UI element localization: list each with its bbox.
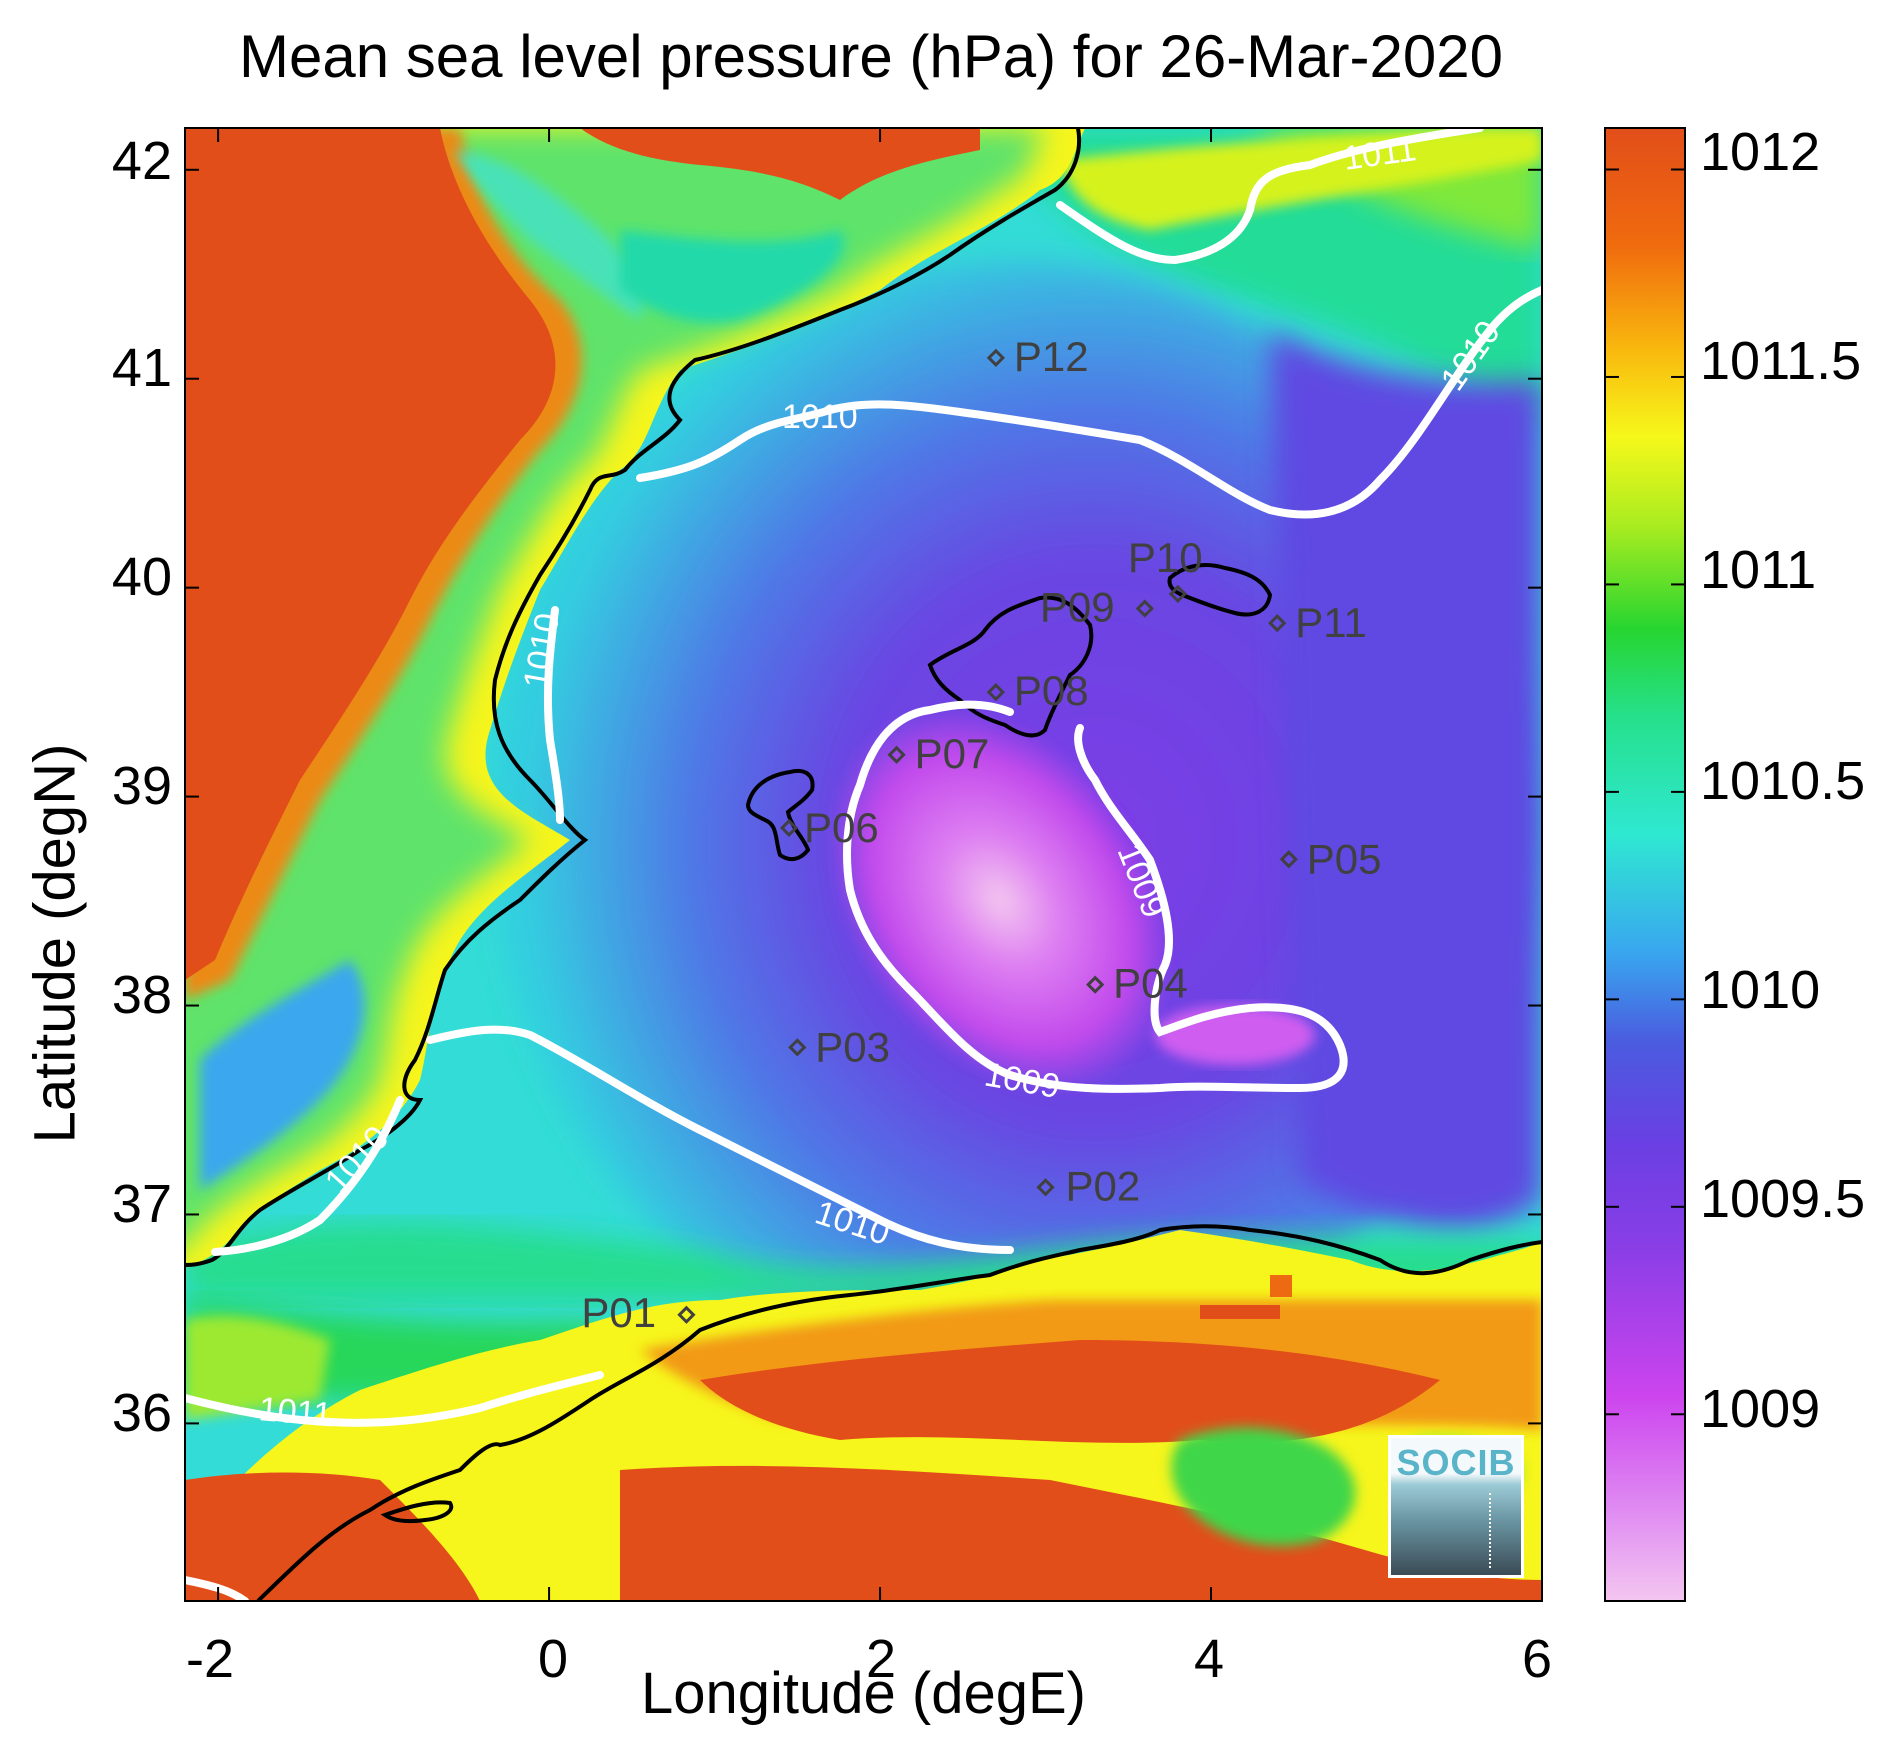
colorbar-tick-label: 1012: [1700, 122, 1821, 182]
africa-coastline: [256, 1224, 1542, 1601]
alboran-islet: [380, 1500, 454, 1524]
y-tick-label: 40: [111, 547, 172, 607]
socib-logo-text: SOCIB: [1396, 1442, 1516, 1483]
station-label-p11: P11: [1295, 599, 1367, 646]
station-label-p01: P01: [581, 1289, 656, 1336]
colorbar-tick-label: 1011: [1700, 540, 1817, 600]
isobar-1010-south: [426, 1025, 1014, 1254]
x-tick-label: -2: [185, 1629, 234, 1689]
station-marker-p01: [677, 1305, 696, 1324]
station-label-p04: P04: [1113, 960, 1188, 1007]
isobar-1009: [843, 700, 1348, 1093]
station-marker-p05: [1279, 850, 1298, 869]
plot-frame: [184, 127, 1543, 1602]
station-marker-p04: [1086, 975, 1105, 994]
y-tick-label: 39: [111, 756, 172, 816]
station-marker-p06: [779, 818, 799, 838]
isobar-label: 1011: [257, 1390, 333, 1434]
y-tick-label: 38: [111, 965, 172, 1025]
station-label-p12: P12: [1014, 333, 1089, 380]
station-marker-p10: [1168, 584, 1188, 604]
stations-layer: P01 P02 P03 P04 P05 P06 P07 P08 P09 P10 P11 P12: [581, 333, 1381, 1336]
isobar-1010-west: [543, 606, 564, 824]
colorbar-ticks: [1605, 168, 1685, 1416]
y-tick-label: 37: [111, 1174, 172, 1234]
isobar-1010-north: [636, 286, 1542, 519]
station-marker-p08: [986, 683, 1006, 702]
isobars: [185, 128, 1542, 1601]
station-label-p02: P02: [1066, 1162, 1141, 1209]
station-label-p06: P06: [804, 804, 879, 851]
colorbar-tick-label: 1009: [1700, 1379, 1821, 1439]
y-tick-label: 36: [111, 1383, 172, 1443]
y-tick-label: 41: [111, 338, 172, 398]
isobar-1011-north: [1056, 128, 1484, 265]
station-marker-p02: [1036, 1178, 1055, 1197]
x-tick-label: 6: [1521, 1629, 1553, 1689]
colorbar-tick-label: 1011.5: [1700, 331, 1862, 391]
isobar-label: 1010: [782, 398, 858, 436]
station-marker-p03: [788, 1038, 807, 1057]
station-label-p09: P09: [1040, 584, 1115, 631]
x-axis-label: Longitude (degE): [641, 1661, 1086, 1726]
mallorca-coastline: [927, 595, 1094, 738]
y-axis-label: Latitude (degN): [22, 743, 88, 1144]
station-label-p08: P08: [1014, 667, 1089, 714]
station-marker-p09: [1135, 599, 1154, 618]
station-label-p03: P03: [815, 1023, 890, 1070]
station-label-p07: P07: [915, 730, 990, 777]
isobar-1010-southwest: [211, 1096, 404, 1256]
axis-ticks: [185, 128, 1543, 1601]
pressure-field: [185, 128, 1542, 1601]
station-marker-p11: [1268, 614, 1287, 633]
colorbar-tick-label: 1010: [1700, 960, 1821, 1020]
chart-title: Mean sea level pressure (hPa) for 26-Mar…: [239, 23, 1503, 90]
colorbar-frame: [1604, 127, 1686, 1602]
isobar-1011-southwest: [185, 1371, 604, 1427]
station-label-p05: P05: [1307, 835, 1382, 882]
x-tick-label: 0: [537, 1629, 569, 1689]
ibiza-coastline: [745, 769, 815, 862]
x-tick-label: 4: [1193, 1629, 1225, 1689]
colorbar: [1605, 128, 1685, 1601]
y-tick-label: 42: [111, 131, 172, 191]
socib-logo: SOCIB: [1388, 1435, 1524, 1578]
menorca-coastline: [1167, 563, 1273, 617]
station-marker-p07: [887, 745, 906, 764]
colorbar-tick-label: 1010.5: [1700, 751, 1866, 811]
station-marker-p12: [986, 348, 1006, 367]
logo-decoration: [1489, 1493, 1493, 1568]
colorbar-tick-label: 1009.5: [1700, 1169, 1866, 1229]
station-label-p10: P10: [1128, 534, 1203, 581]
x-tick-label: 2: [865, 1629, 897, 1689]
